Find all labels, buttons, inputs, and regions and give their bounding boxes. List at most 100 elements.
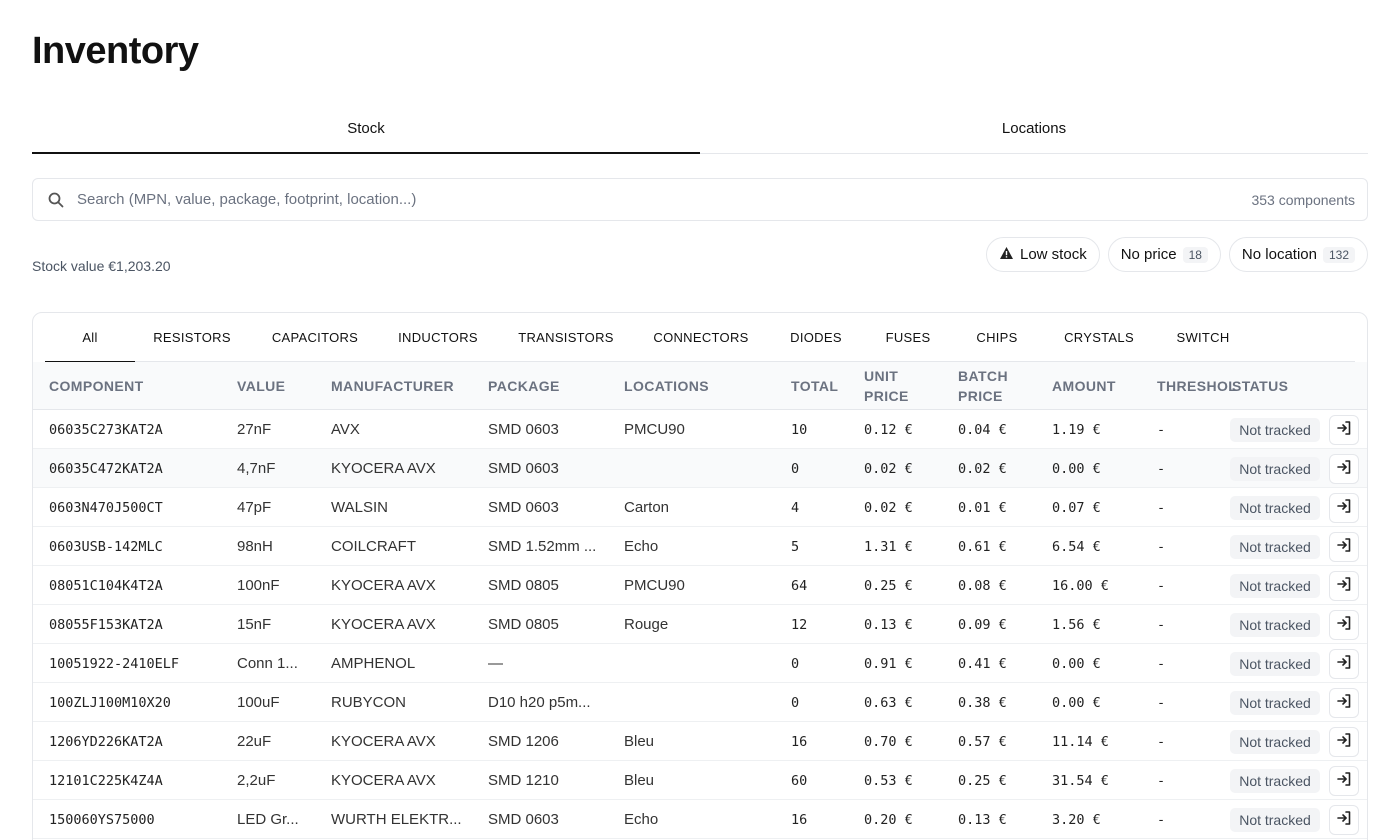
cell-threshold: -: [1157, 421, 1166, 438]
cell-manufacturer: WURTH ELEKTR...: [331, 811, 462, 828]
open-component-button[interactable]: [1329, 649, 1359, 679]
cell-threshold: -: [1157, 811, 1166, 828]
cell-total: 10: [791, 421, 808, 438]
search-input[interactable]: [77, 191, 1252, 208]
low-stock-filter[interactable]: Low stock: [986, 237, 1100, 272]
open-component-button[interactable]: [1329, 454, 1359, 484]
category-tab-capacitors[interactable]: CAPACITORS: [271, 330, 359, 345]
cell-package: SMD 1210: [488, 772, 559, 789]
category-tab-chips[interactable]: CHIPS: [976, 330, 1018, 345]
cell-component: 0603N470J500CT: [49, 499, 163, 516]
open-component-button[interactable]: [1329, 532, 1359, 562]
table-row[interactable]: 06035C273KAT2A 27nF AVX SMD 0603 PMCU90 …: [33, 410, 1367, 449]
status-badge: Not tracked: [1230, 418, 1320, 442]
status-badge: Not tracked: [1230, 808, 1320, 832]
page-title: Inventory: [32, 30, 199, 72]
no-location-label: No location: [1241, 246, 1317, 263]
table-row[interactable]: 0603N470J500CT 47pF WALSIN SMD 0603 Cart…: [33, 488, 1367, 527]
cell-unit-price: 0.02 €: [864, 499, 913, 516]
cell-manufacturer: KYOCERA AVX: [331, 616, 436, 633]
cell-amount: 16.00 €: [1052, 577, 1109, 594]
column-header-batch-price[interactable]: BATCH PRICE: [958, 362, 1008, 410]
open-component-button[interactable]: [1329, 415, 1359, 445]
cell-unit-price: 0.02 €: [864, 460, 913, 477]
category-tab-connectors[interactable]: CONNECTORS: [653, 330, 749, 345]
cell-batch-price: 0.41 €: [958, 655, 1007, 672]
table-row[interactable]: 06035C472KAT2A 4,7nF KYOCERA AVX SMD 060…: [33, 449, 1367, 488]
cell-unit-price: 0.91 €: [864, 655, 913, 672]
table-row[interactable]: 12101C225K4Z4A 2,2uF KYOCERA AVX SMD 121…: [33, 761, 1367, 800]
category-tab-diodes[interactable]: DIODES: [790, 330, 842, 345]
tab-stock[interactable]: Stock: [32, 104, 700, 154]
column-header-value[interactable]: VALUE: [237, 378, 286, 394]
inventory-table-card: All RESISTORS CAPACITORS INDUCTORS TRANS…: [32, 312, 1368, 840]
open-component-button[interactable]: [1329, 805, 1359, 835]
column-header-locations[interactable]: LOCATIONS: [624, 378, 710, 394]
column-header-status[interactable]: STATUS: [1232, 378, 1289, 394]
table-row[interactable]: 100ZLJ100M10X20 100uF RUBYCON D10 h20 p5…: [33, 683, 1367, 722]
table-body: 06035C273KAT2A 27nF AVX SMD 0603 PMCU90 …: [33, 410, 1367, 839]
category-tab-crystals[interactable]: CRYSTALS: [1064, 330, 1134, 345]
no-location-filter[interactable]: No location 132: [1228, 237, 1368, 272]
cell-unit-price: 0.20 €: [864, 811, 913, 828]
category-tab-all[interactable]: All: [45, 313, 135, 363]
cell-manufacturer: COILCRAFT: [331, 538, 417, 555]
cell-amount: 1.19 €: [1052, 421, 1101, 438]
table-row[interactable]: 0603USB-142MLC 98nH COILCRAFT SMD 1.52mm…: [33, 527, 1367, 566]
cell-threshold: -: [1157, 655, 1166, 672]
open-component-button[interactable]: [1329, 493, 1359, 523]
status-badge: Not tracked: [1230, 574, 1320, 598]
table-row[interactable]: 10051922-2410ELF Conn 1... AMPHENOL — 0 …: [33, 644, 1367, 683]
category-tab-inductors[interactable]: INDUCTORS: [398, 330, 478, 345]
open-component-button[interactable]: [1329, 766, 1359, 796]
category-tabs: All RESISTORS CAPACITORS INDUCTORS TRANS…: [45, 313, 1355, 363]
column-header-total[interactable]: TOTAL: [791, 378, 839, 394]
sign-in-icon: [1336, 654, 1352, 675]
table-row[interactable]: 150060YS75000 LED Gr... WURTH ELEKTR... …: [33, 800, 1367, 839]
table-row[interactable]: 1206YD226KAT2A 22uF KYOCERA AVX SMD 1206…: [33, 722, 1367, 761]
cell-threshold: -: [1157, 772, 1166, 789]
column-header-package[interactable]: PACKAGE: [488, 378, 560, 394]
open-component-button[interactable]: [1329, 610, 1359, 640]
cell-package: SMD 1.52mm ...: [488, 538, 597, 555]
cell-threshold: -: [1157, 577, 1166, 594]
table-row[interactable]: 08051C104K4T2A 100nF KYOCERA AVX SMD 080…: [33, 566, 1367, 605]
cell-location: Bleu: [624, 733, 655, 750]
cell-total: 60: [791, 772, 808, 789]
cell-total: 0: [791, 655, 800, 672]
cell-batch-price: 0.08 €: [958, 577, 1007, 594]
cell-batch-price: 0.38 €: [958, 694, 1007, 711]
cell-location: Rouge: [624, 616, 669, 633]
category-tab-transistors[interactable]: TRANSISTORS: [518, 330, 614, 345]
cell-location: [624, 644, 784, 683]
category-tab-fuses[interactable]: FUSES: [885, 330, 931, 345]
tab-locations[interactable]: Locations: [1001, 120, 1067, 137]
column-header-component[interactable]: COMPONENT: [49, 378, 144, 394]
column-header-manufacturer[interactable]: MANUFACTURER: [331, 378, 455, 394]
no-price-filter[interactable]: No price 18: [1107, 237, 1221, 272]
column-header-thresholds[interactable]: THRESHOLDS: [1157, 378, 1237, 394]
sign-in-icon: [1336, 771, 1352, 792]
table-row[interactable]: 08055F153KAT2A 15nF KYOCERA AVX SMD 0805…: [33, 605, 1367, 644]
column-header-unit-price[interactable]: UNIT PRICE: [864, 362, 909, 410]
cell-total: 16: [791, 733, 808, 750]
open-component-button[interactable]: [1329, 688, 1359, 718]
cell-total: 4: [791, 499, 800, 516]
category-tab-resistors[interactable]: RESISTORS: [153, 330, 231, 345]
cell-amount: 31.54 €: [1052, 772, 1109, 789]
column-header-amount[interactable]: AMOUNT: [1052, 378, 1116, 394]
cell-component: 100ZLJ100M10X20: [49, 694, 171, 711]
batch-price-line1: BATCH: [958, 368, 1008, 384]
open-component-button[interactable]: [1329, 727, 1359, 757]
table-header: COMPONENT VALUE MANUFACTURER PACKAGE LOC…: [33, 362, 1367, 410]
cell-value: 100uF: [237, 694, 280, 711]
cell-total: 5: [791, 538, 800, 555]
cell-batch-price: 0.57 €: [958, 733, 1007, 750]
category-tab-switch[interactable]: SWITCH: [1176, 330, 1230, 345]
open-component-button[interactable]: [1329, 571, 1359, 601]
cell-manufacturer: AMPHENOL: [331, 655, 416, 672]
cell-batch-price: 0.02 €: [958, 460, 1007, 477]
cell-manufacturer: KYOCERA AVX: [331, 577, 436, 594]
cell-total: 0: [791, 460, 800, 477]
cell-unit-price: 0.25 €: [864, 577, 913, 594]
